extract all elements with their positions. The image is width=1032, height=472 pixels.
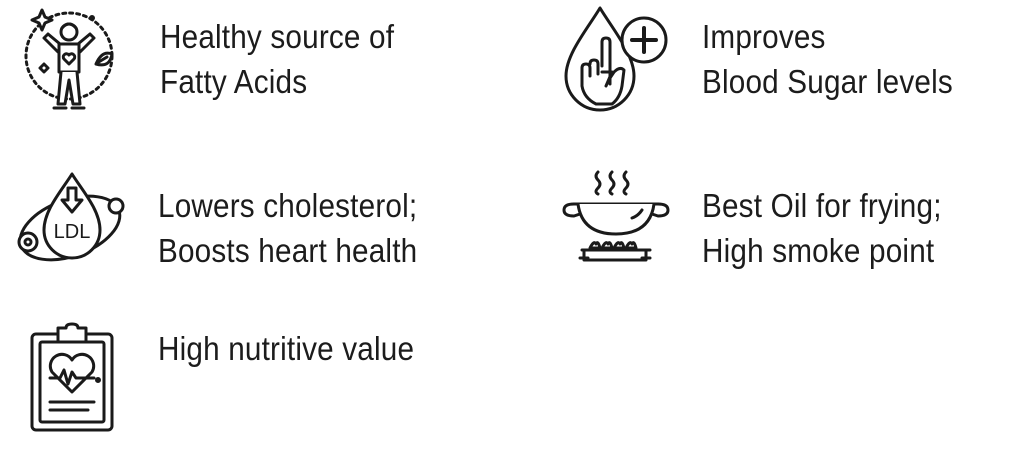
feature-label-line1: Best Oil for frying; <box>702 187 942 224</box>
feature-label-line2: Blood Sugar levels <box>702 63 953 100</box>
blood-drop-finger-plus-icon <box>558 4 670 116</box>
feature-label: Lowers cholesterol; Boosts heart health <box>158 183 417 273</box>
feature-label-line2: Boosts heart health <box>158 232 418 269</box>
healthy-person-icon <box>20 4 120 116</box>
feature-label: Improves Blood Sugar levels <box>702 14 953 104</box>
feature-label: Healthy source of Fatty Acids <box>160 14 394 104</box>
feature-label: Best Oil for frying; High smoke point <box>702 183 942 273</box>
feature-label-line1: Lowers cholesterol; <box>158 187 418 224</box>
ldl-cholesterol-drop-icon: LDL <box>14 170 130 266</box>
feature-label-line1: Improves <box>702 18 826 55</box>
feature-label-line1: High nutritive value <box>158 330 415 367</box>
feature-label-line1: Healthy source of <box>160 18 395 55</box>
feature-label: High nutritive value <box>158 326 414 371</box>
frying-pan-burner-icon <box>560 168 670 268</box>
ldl-text: LDL <box>54 221 91 243</box>
clipboard-heart-icon <box>28 322 120 434</box>
feature-label-line2: High smoke point <box>702 232 935 269</box>
feature-label-line2: Fatty Acids <box>160 63 308 100</box>
